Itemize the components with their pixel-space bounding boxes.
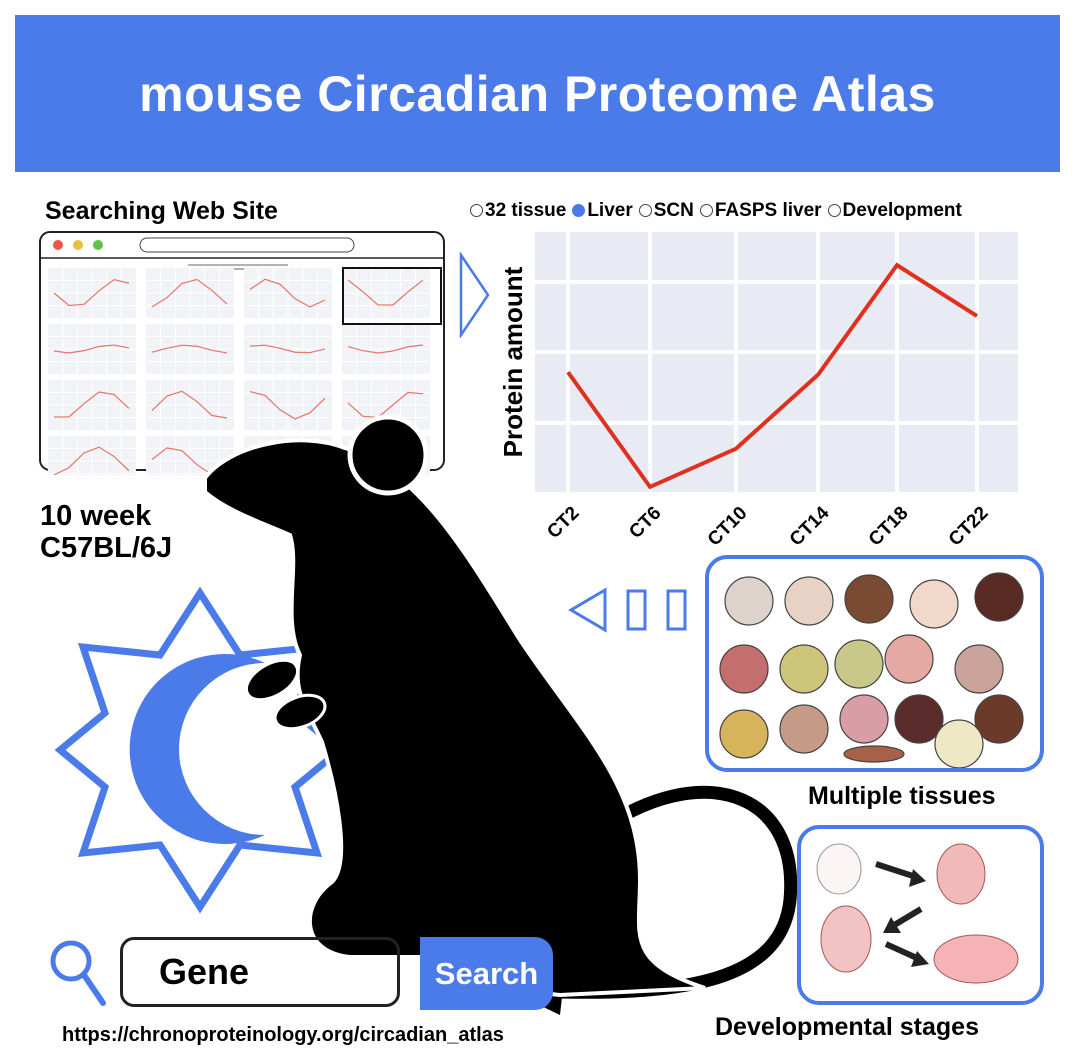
mouse-age: 10 week bbox=[40, 500, 152, 532]
website-label: Searching Web Site bbox=[45, 197, 278, 225]
lungs-illustration bbox=[884, 634, 934, 684]
thumbnail-chart bbox=[244, 324, 332, 374]
kidney-illustration bbox=[974, 694, 1024, 744]
embryo-illustrations bbox=[816, 843, 1019, 984]
dataset-option[interactable]: Development bbox=[827, 200, 962, 222]
development-panel bbox=[797, 825, 1044, 1005]
arrow-right-icon bbox=[459, 252, 490, 338]
arrow-left-icon bbox=[568, 587, 687, 633]
eye-illustration bbox=[784, 576, 834, 626]
browser-window bbox=[39, 231, 445, 475]
dataset-option-label: SCN bbox=[653, 200, 694, 221]
minimize-dot-icon bbox=[73, 240, 83, 250]
radio-icon[interactable] bbox=[470, 204, 483, 218]
radio-icon[interactable] bbox=[827, 204, 841, 218]
dataset-option-label: Development bbox=[842, 200, 962, 221]
muscle-illustration bbox=[843, 745, 905, 763]
series-line bbox=[566, 262, 979, 490]
organ-illustrations bbox=[719, 572, 1024, 769]
colon-illustration bbox=[719, 644, 769, 694]
liver-illustration bbox=[844, 574, 894, 624]
site-url[interactable]: https://chronoproteinology.org/circadian… bbox=[62, 1024, 504, 1046]
heart-illustration bbox=[894, 694, 944, 744]
dataset-option-label: 32 tissue bbox=[485, 200, 567, 221]
moon-icon bbox=[129, 654, 265, 844]
front-paw bbox=[273, 693, 327, 731]
dataset-option[interactable]: Liver bbox=[572, 200, 633, 222]
thumbnail-chart bbox=[342, 324, 430, 374]
lung-illustration bbox=[909, 579, 959, 629]
close-dot-icon bbox=[53, 240, 63, 250]
search-icon bbox=[50, 940, 106, 1006]
development-label: Developmental stages bbox=[715, 1013, 979, 1041]
thyroid-illustration bbox=[839, 694, 889, 744]
tissues-label: Multiple tissues bbox=[808, 782, 996, 810]
thumbnail-chart bbox=[48, 380, 136, 430]
thumbnail-chart bbox=[146, 268, 234, 318]
thumbnail-grid bbox=[48, 268, 430, 475]
ear bbox=[347, 414, 429, 496]
radio-icon[interactable] bbox=[699, 204, 713, 218]
spleen-illustration bbox=[974, 572, 1024, 622]
plot-panel bbox=[535, 232, 1018, 492]
dataset-option[interactable]: SCN bbox=[638, 200, 694, 222]
gene-search-input[interactable]: Gene bbox=[120, 937, 400, 1007]
radio-icon[interactable] bbox=[638, 204, 652, 218]
dataset-option[interactable]: FASPS liver bbox=[699, 200, 822, 222]
thumbnail-chart bbox=[48, 436, 136, 475]
y-axis-label: Protein amount bbox=[498, 266, 528, 457]
mouse-strain-info: 10 week C57BL/6J bbox=[40, 500, 172, 564]
thumbnail-chart bbox=[146, 324, 234, 374]
fat-illustration bbox=[779, 644, 829, 694]
thumbnail-chart bbox=[244, 268, 332, 318]
bladder-illustration bbox=[834, 639, 884, 689]
stomach-illustration bbox=[954, 644, 1004, 694]
selected-thumbnail bbox=[342, 267, 442, 325]
title-banner: mouse Circadian Proteome Atlas bbox=[15, 15, 1060, 172]
maximize-dot-icon bbox=[93, 240, 103, 250]
thumbnail-chart bbox=[48, 268, 136, 318]
dataset-option-label: Liver bbox=[587, 200, 633, 221]
thumbnail-chart bbox=[146, 380, 234, 430]
address-bar bbox=[139, 237, 355, 253]
front-paw bbox=[244, 658, 300, 702]
dataset-selector: 32 tissue Liver SCN FASPS liver Development bbox=[470, 200, 962, 222]
dataset-option[interactable]: 32 tissue bbox=[470, 200, 566, 222]
intestine-illustration bbox=[779, 704, 829, 754]
radio-icon[interactable] bbox=[572, 204, 586, 218]
thymus-illustration bbox=[934, 719, 984, 769]
thumbnail-chart bbox=[244, 380, 332, 430]
thumbnail-chart bbox=[48, 324, 136, 374]
page-title: mouse Circadian Proteome Atlas bbox=[139, 65, 936, 122]
dataset-option-label: FASPS liver bbox=[714, 200, 822, 221]
thumbnail-chart bbox=[342, 268, 430, 318]
tissues-panel bbox=[705, 555, 1044, 772]
pancreas-illustration bbox=[719, 709, 769, 759]
brain-illustration bbox=[724, 576, 774, 626]
search-button[interactable]: Search bbox=[420, 937, 553, 1010]
mouse-strain: C57BL/6J bbox=[40, 532, 173, 564]
